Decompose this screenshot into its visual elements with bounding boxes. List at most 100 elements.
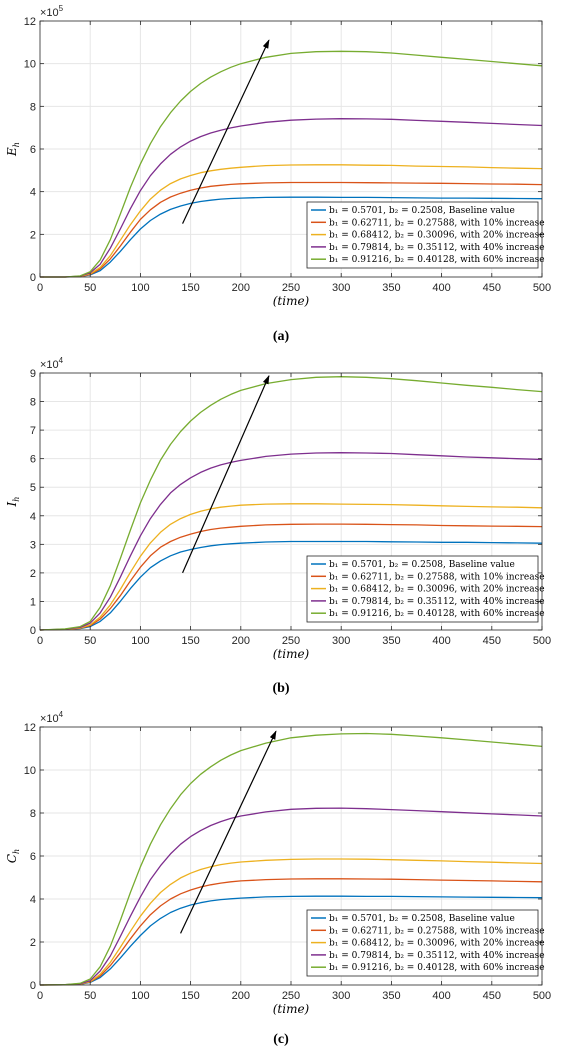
- x-tick-label: 0: [37, 990, 43, 1002]
- x-tick-label: 150: [181, 635, 199, 647]
- series-line-4: [39, 807, 543, 986]
- y-tick-label: 0: [30, 272, 36, 284]
- series-line-4: [39, 452, 543, 631]
- x-tick-label: 350: [382, 635, 400, 647]
- x-tick-label: 200: [232, 990, 250, 1002]
- y-tick-label: 12: [24, 16, 36, 28]
- x-tick-label: 100: [131, 990, 149, 1002]
- x-tick-label: 100: [131, 282, 149, 294]
- trend-arrow: [182, 39, 270, 224]
- x-tick-label: 350: [382, 990, 400, 1002]
- legend-label-3: b₁ = 0.68412, b₂ = 0.30096, with 20% inc…: [329, 231, 545, 241]
- x-tick-label: 250: [282, 990, 300, 1002]
- y-tick-label: 9: [30, 368, 36, 380]
- x-tick-label: 150: [181, 990, 199, 1002]
- y-tick-label: 4: [30, 894, 36, 906]
- legend-label-4: b₁ = 0.79814, b₂ = 0.35112, with 40% inc…: [329, 951, 545, 961]
- y-tick-label: 10: [24, 59, 36, 71]
- legend-label-3: b₁ = 0.68412, b₂ = 0.30096, with 20% inc…: [329, 939, 545, 949]
- y-tick-label: 2: [30, 229, 36, 241]
- y-tick-label: 12: [24, 722, 36, 734]
- x-tick-label: 0: [37, 282, 43, 294]
- series-line-3: [39, 858, 543, 986]
- x-tick-label: 400: [432, 635, 450, 647]
- legend-label-1: b₁ = 0.5701, b₂ = 0.2508, Baseline value: [329, 914, 515, 924]
- x-tick-label: 50: [84, 282, 96, 294]
- y-tick-label: 8: [30, 101, 36, 113]
- series-line-2: [40, 181, 543, 278]
- x-tick-label: 0: [37, 635, 43, 647]
- legend-label-4: b₁ = 0.79814, b₂ = 0.35112, with 40% inc…: [329, 597, 545, 607]
- y-tick-label: 6: [30, 144, 36, 156]
- figure-caption: (b): [272, 681, 289, 696]
- trend-arrow: [180, 730, 277, 934]
- series-line-2: [39, 878, 543, 986]
- y-tick-label: 4: [30, 511, 36, 523]
- x-tick-label: 450: [483, 282, 501, 294]
- y-tick-label: 6: [30, 851, 36, 863]
- y-tick-label: 10: [24, 765, 36, 777]
- x-tick-label: 50: [84, 635, 96, 647]
- x-tick-label: 50: [84, 990, 96, 1002]
- y-axis-multiplier: ×104: [40, 710, 64, 725]
- x-tick-label: 150: [181, 282, 199, 294]
- legend-box: [306, 909, 539, 977]
- y-tick-label: 3: [30, 539, 36, 551]
- y-tick-label: 7: [30, 425, 36, 437]
- legend-label-1: b₁ = 0.5701, b₂ = 0.2508, Baseline value: [329, 560, 515, 570]
- series-line-1: [39, 895, 543, 986]
- x-tick-label: 500: [533, 635, 551, 647]
- legend-label-1: b₁ = 0.5701, b₂ = 0.2508, Baseline value: [329, 206, 515, 216]
- legend-label-4: b₁ = 0.79814, b₂ = 0.35112, with 40% inc…: [329, 243, 545, 253]
- y-tick-label: 2: [30, 937, 36, 949]
- legend-label-2: b₁ = 0.62711, b₂ = 0.27588, with 10% inc…: [329, 572, 545, 582]
- x-tick-label: 300: [332, 282, 350, 294]
- x-axis-label: (time): [273, 294, 310, 308]
- y-tick-label: 5: [30, 482, 36, 494]
- x-tick-label: 400: [432, 990, 450, 1002]
- y-tick-label: 0: [30, 625, 36, 637]
- series-line-1: [40, 196, 543, 278]
- trend-arrow: [182, 374, 270, 574]
- legend-box: [306, 201, 539, 269]
- legend-label-5: b₁ = 0.91216, b₂ = 0.40128, with 60% inc…: [329, 609, 545, 619]
- chart-panel-a: 0 50 100 150 200 250 300 350 400 450 500 0 2 4 6 8 10 12 ×…: [5, 4, 551, 344]
- x-tick-label: 300: [332, 990, 350, 1002]
- legend-box: [306, 555, 539, 623]
- legend-label-2: b₁ = 0.62711, b₂ = 0.27588, with 10% inc…: [329, 218, 545, 228]
- y-tick-label: 8: [30, 397, 36, 409]
- y-tick-label: 8: [30, 808, 36, 820]
- y-tick-label: 6: [30, 454, 36, 466]
- figure-caption: (c): [273, 1032, 289, 1047]
- x-axis-label: (time): [273, 647, 310, 661]
- x-tick-label: 200: [232, 282, 250, 294]
- series-line-3: [40, 164, 543, 278]
- series-line-4: [40, 118, 543, 278]
- legend-label-2: b₁ = 0.62711, b₂ = 0.27588, with 10% inc…: [329, 926, 545, 936]
- x-tick-label: 300: [332, 635, 350, 647]
- x-tick-label: 250: [282, 282, 300, 294]
- x-tick-label: 250: [282, 635, 300, 647]
- x-tick-label: 450: [483, 990, 501, 1002]
- y-tick-label: 1: [30, 596, 36, 608]
- legend-label-3: b₁ = 0.68412, b₂ = 0.30096, with 20% inc…: [329, 585, 545, 595]
- legend-label-5: b₁ = 0.91216, b₂ = 0.40128, with 60% inc…: [329, 255, 545, 265]
- legend-label-5: b₁ = 0.91216, b₂ = 0.40128, with 60% inc…: [329, 963, 545, 973]
- x-tick-label: 200: [232, 635, 250, 647]
- y-tick-label: 2: [30, 568, 36, 580]
- series-line-5: [39, 376, 543, 631]
- x-tick-label: 400: [432, 282, 450, 294]
- y-tick-label: 0: [30, 980, 36, 992]
- series-line-1: [39, 540, 543, 631]
- y-tick-label: 4: [30, 187, 36, 199]
- chart-panel-b: 0 50 100 150 200 250 300 350 400 450 500 0 1 2 3 4 5 6 7 8 9…: [5, 356, 551, 696]
- y-axis-label: Ch: [5, 849, 21, 863]
- series-line-2: [39, 523, 543, 631]
- chart-panel-c: 0 50 100 150 200 250 300 350 400 450 500 0 2 4 6 8 10 12 ×…: [5, 710, 551, 1047]
- y-axis-multiplier: ×105: [40, 4, 64, 19]
- y-axis-multiplier: ×104: [40, 356, 64, 371]
- x-tick-label: 500: [533, 990, 551, 1002]
- figure-caption: (a): [273, 329, 290, 344]
- x-tick-label: 500: [533, 282, 551, 294]
